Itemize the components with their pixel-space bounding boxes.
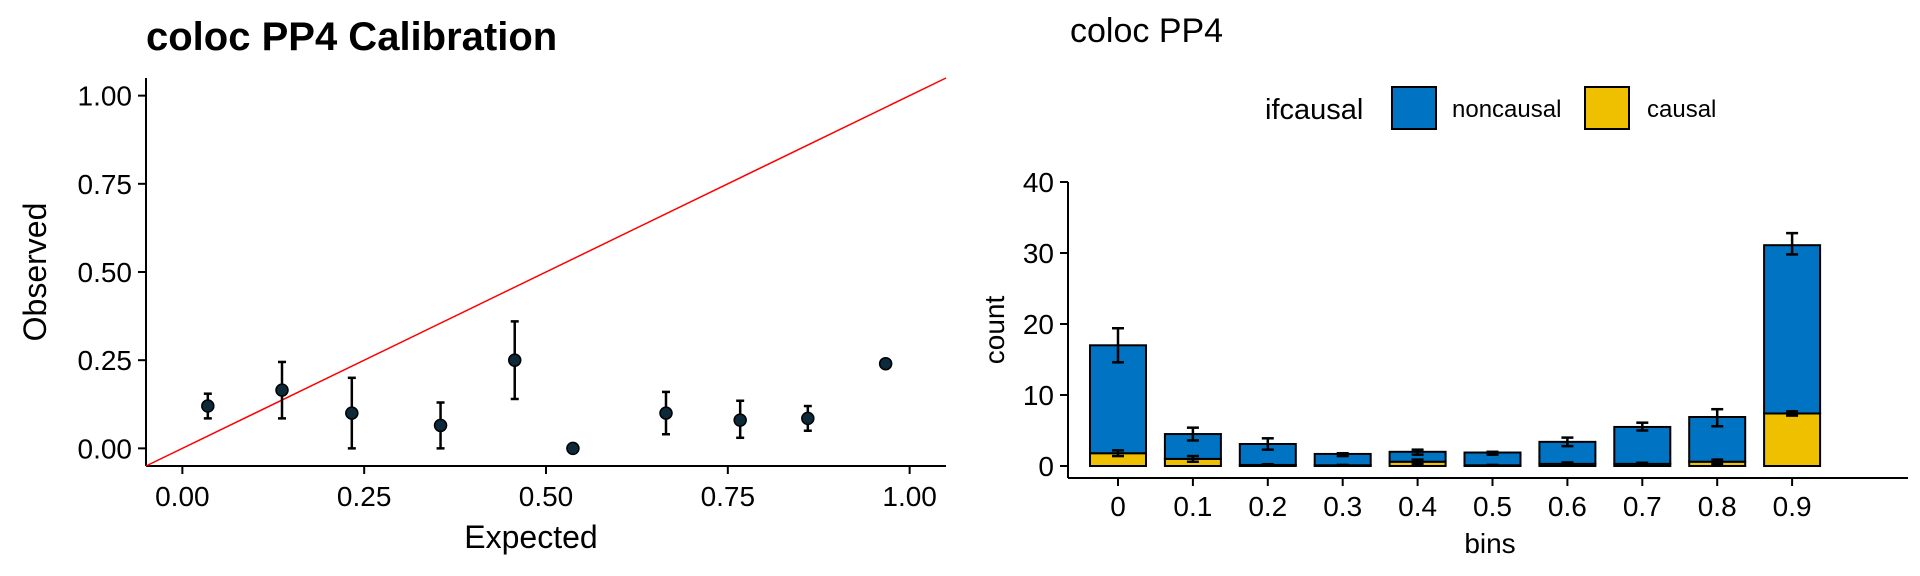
error-bar-causal-0.7: [1636, 461, 1649, 467]
calibration-reference-line: [145, 77, 947, 467]
error-bar-causal-0.5: [1486, 463, 1499, 467]
calibration-x-axis-title: Expected: [464, 519, 597, 555]
calibration-point-9: [878, 356, 893, 371]
bar-noncausal-0.7: [1613, 425, 1672, 465]
legend-title: ifcausal: [1265, 94, 1363, 126]
pp4-histogram-error-bars: [1112, 231, 1799, 467]
calibration-point-marker: [566, 441, 580, 456]
calibration-point-marker: [659, 406, 673, 420]
calibration-point-3: [433, 401, 448, 450]
calibration-points: [201, 320, 893, 456]
pp4-histogram-bars: [1089, 244, 1822, 468]
pp4-histogram-axes: 0 10 20 30 40 0 0.1 0.2 0.3 0.4 0.5 0.6 0.7 0.8 0.9: [1023, 167, 1908, 522]
pp4-histogram-panel: coloc PP4 ifcausal noncausal causal 0 10 2…: [979, 12, 1908, 559]
error-bar-noncausal-0.3: [1336, 451, 1349, 458]
calibration-identity-line: [145, 77, 947, 467]
pp4-histogram-title: coloc PP4: [1070, 12, 1223, 50]
calibration-point-marker: [801, 411, 815, 426]
error-bar-causal-0: [1112, 449, 1124, 458]
pp4-y-tick-label: 30: [1023, 238, 1054, 269]
legend-label-causal: causal: [1647, 96, 1716, 123]
error-bar-noncausal-0.1: [1186, 426, 1199, 442]
calibration-x-tick-label: 0.75: [701, 481, 756, 512]
calibration-y-tick-label: 0.25: [78, 345, 133, 376]
legend-swatch-causal: [1584, 86, 1630, 130]
error-bar-noncausal-0.4: [1411, 448, 1424, 456]
error-bar-causal-0.1: [1186, 454, 1199, 463]
calibration-point-marker: [878, 356, 893, 371]
calibration-point-marker: [275, 383, 289, 397]
calibration-y-tick-label: 1.00: [78, 81, 133, 112]
calibration-panel: coloc PP4 Calibration 0.00 0.25 0.50 0.75 1.…: [17, 15, 947, 555]
error-bar-causal-0.8: [1711, 458, 1724, 466]
pp4-y-tick-label: 40: [1023, 167, 1054, 198]
legend: ifcausal noncausal causal: [1265, 86, 1716, 130]
calibration-y-axis-title: Observed: [17, 203, 53, 342]
calibration-point-4: [507, 320, 522, 401]
error-bar-noncausal-0.5: [1486, 450, 1499, 456]
error-bar-noncausal-0.8: [1711, 407, 1724, 428]
calibration-point-marker: [201, 399, 215, 413]
pp4-x-tick-label: 0: [1110, 491, 1126, 522]
calibration-x-tick-label: 0.50: [519, 481, 574, 512]
pp4-y-tick-label: 0: [1038, 451, 1054, 482]
error-bar-causal-0.3: [1336, 463, 1349, 467]
pp4-y-tick-label: 20: [1023, 309, 1054, 340]
error-bar-noncausal-0.2: [1261, 437, 1274, 451]
pp4-x-tick-label: 0.2: [1248, 491, 1287, 522]
calibration-point-7: [733, 399, 747, 440]
calibration-y-tick-label: 0.75: [78, 169, 133, 200]
pp4-y-tick-label: 10: [1023, 380, 1054, 411]
pp4-histogram-y-axis-title: count: [979, 296, 1010, 365]
pp4-x-tick-label: 0.6: [1548, 491, 1587, 522]
pp4-x-tick-label: 0.1: [1173, 491, 1212, 522]
calibration-title: coloc PP4 Calibration: [146, 15, 557, 59]
pp4-x-tick-label: 0.5: [1473, 491, 1512, 522]
calibration-point-0: [201, 392, 215, 420]
calibration-point-1: [275, 360, 289, 420]
calibration-y-tick-label: 0.50: [78, 257, 133, 288]
calibration-point-6: [659, 390, 673, 436]
error-bar-noncausal-0.9: [1786, 231, 1799, 256]
calibration-point-marker: [345, 406, 359, 420]
bar-noncausal-0.9: [1763, 244, 1822, 415]
bar-causal-0.9: [1763, 412, 1822, 467]
pp4-x-tick-label: 0.8: [1698, 491, 1737, 522]
error-bar-noncausal-0.7: [1636, 421, 1649, 432]
calibration-axes: 0.00 0.25 0.50 0.75 1.00 0.00 0.25 0.50 0.75 1.00: [78, 78, 946, 512]
error-bar-causal-0.6: [1561, 461, 1574, 467]
calibration-point-8: [801, 404, 815, 432]
calibration-x-tick-label: 1.00: [882, 481, 937, 512]
legend-swatch-noncausal: [1391, 86, 1437, 130]
pp4-x-tick-label: 0.4: [1398, 491, 1437, 522]
calibration-point-5: [566, 441, 580, 456]
pp4-x-tick-label: 0.3: [1323, 491, 1362, 522]
calibration-x-tick-label: 0.25: [337, 481, 392, 512]
pp4-x-tick-label: 0.9: [1773, 491, 1812, 522]
pp4-x-tick-label: 0.7: [1623, 491, 1662, 522]
pp4-histogram-x-axis-title: bins: [1464, 528, 1515, 559]
error-bar-causal-0.9: [1786, 410, 1799, 417]
error-bar-causal-0.2: [1261, 462, 1274, 467]
error-bar-causal-0.4: [1411, 458, 1424, 466]
calibration-point-marker: [433, 418, 448, 433]
calibration-point-2: [345, 376, 359, 450]
calibration-point-marker: [733, 413, 747, 427]
calibration-point-marker: [507, 353, 522, 367]
calibration-y-tick-label: 0.00: [78, 433, 133, 464]
calibration-x-tick-label: 0.00: [155, 481, 210, 512]
error-bar-noncausal-0.6: [1561, 436, 1574, 448]
legend-label-noncausal: noncausal: [1452, 96, 1561, 123]
error-bar-noncausal-0: [1112, 327, 1124, 364]
